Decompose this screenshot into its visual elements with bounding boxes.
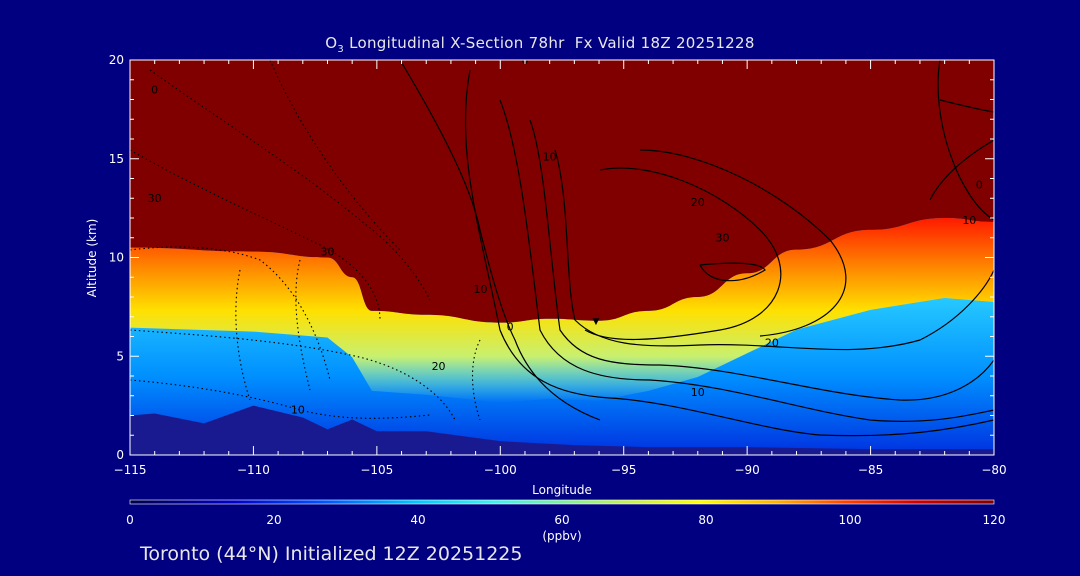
contour-label: 30 [148, 192, 162, 205]
contour-labels: 03030100201001020302010100 [148, 60, 983, 417]
contour-line [499, 99, 994, 422]
contour-label: 20 [432, 360, 446, 373]
dotted-contour-line [130, 246, 331, 381]
x-tick-label: −110 [237, 463, 270, 477]
contour-line [464, 69, 994, 437]
contour-line [929, 139, 994, 201]
colorbar-tick-label: 80 [698, 513, 713, 527]
dotted-contour-line [130, 149, 381, 321]
contour-line [937, 60, 994, 221]
dotted-ozone-contours [130, 60, 481, 421]
contour-line [399, 60, 601, 421]
y-tick-label: 5 [116, 349, 124, 363]
contour-line [554, 149, 994, 351]
footer-caption: Toronto (44°N) Initialized 12Z 20251225 [140, 543, 523, 565]
x-tick-label: −115 [114, 463, 147, 477]
contour-label: 10 [291, 404, 305, 417]
colorbar-tick-label: 40 [410, 513, 425, 527]
contour-line [584, 167, 782, 341]
dotted-contour-line [235, 269, 251, 401]
colorbar-tick-label: 60 [554, 513, 569, 527]
axes: −115 −110 −105 −100 −95 −90 −85 −80 0 5 10 15 20 [109, 53, 1007, 477]
contour-label: 0 [151, 84, 158, 97]
contour-label: 10 [474, 283, 488, 296]
x-tick-label: −100 [484, 463, 517, 477]
colorbar [130, 500, 994, 504]
colorbar-units: (ppbv) [542, 529, 581, 543]
point-marker: ▼ [593, 317, 600, 327]
contour-label: 10 [691, 386, 705, 399]
dotted-contour-line [471, 339, 481, 421]
ozone-contours [399, 60, 994, 437]
x-tick-label: −85 [858, 463, 883, 477]
x-axis-label: Longitude [532, 483, 592, 497]
contour-label: 30 [320, 246, 334, 259]
tropopause-gradient-band [130, 218, 994, 403]
y-tick-label: 10 [109, 251, 124, 265]
contour-label: 0 [976, 178, 983, 191]
colorbar-tick-label: 0 [126, 513, 134, 527]
contour-line [529, 119, 994, 401]
colorbar-frame [129, 499, 995, 505]
title-species: O [325, 34, 338, 52]
dotted-contour-line [149, 69, 431, 301]
dotted-contour-line [295, 259, 311, 391]
y-tick-label: 20 [109, 53, 124, 67]
title-subscript: 3 [337, 44, 345, 55]
dotted-contour-line [130, 379, 431, 419]
dotted-contour-line [269, 60, 401, 251]
contour-label: 0 [507, 321, 514, 334]
x-tick-label: −90 [734, 463, 759, 477]
chart-title: O3 Longitudinal X-Section 78hr Fx Valid … [0, 34, 1080, 55]
colorbar-tick-label: 100 [839, 513, 862, 527]
contour-label: 10 [962, 214, 976, 227]
x-tick-label: −95 [611, 463, 636, 477]
contour-label: 10 [543, 151, 557, 164]
y-axis-label: Altitude (km) [85, 219, 99, 298]
title-rest: Longitudinal X-Section 78hr Fx Valid 18Z… [344, 34, 755, 52]
colorbar-tick-label: 120 [983, 513, 1006, 527]
y-tick-label: 15 [109, 152, 124, 166]
stratospheric-ozone-region [130, 60, 994, 323]
x-tick-label: −80 [981, 463, 1006, 477]
x-tick-label: −105 [360, 463, 393, 477]
contour-label: 30 [715, 232, 729, 245]
colorbar-ticks: 0 20 40 60 80 100 120 [126, 513, 1005, 527]
terrain-silhouette [130, 405, 994, 455]
colorbar-tick-label: 20 [266, 513, 281, 527]
contour-label: 20 [765, 336, 779, 349]
contour-line [699, 262, 766, 282]
y-tick-label: 0 [116, 448, 124, 462]
contour-line [639, 149, 847, 337]
dotted-contour-line [130, 329, 456, 421]
contour-label: 20 [691, 196, 705, 209]
